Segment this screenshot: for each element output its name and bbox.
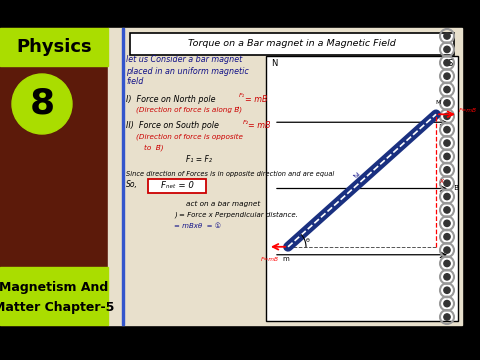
Circle shape	[444, 140, 450, 146]
Circle shape	[444, 260, 450, 267]
Text: F=mB: F=mB	[459, 108, 477, 113]
Text: I)  Force on North pole: I) Force on North pole	[126, 94, 216, 104]
Bar	[0, 28, 108, 325]
Circle shape	[444, 301, 450, 307]
Text: 8: 8	[29, 87, 55, 121]
Text: N: N	[271, 59, 277, 68]
Text: F₁: F₁	[239, 93, 245, 98]
Text: M: M	[435, 100, 441, 105]
Circle shape	[444, 314, 450, 320]
Circle shape	[444, 220, 450, 226]
Text: Matter Chapter-5: Matter Chapter-5	[0, 301, 115, 314]
Bar	[148, 179, 206, 193]
Text: m: m	[283, 256, 289, 262]
Text: Fₙₑₜ = 0: Fₙₑₜ = 0	[161, 181, 193, 190]
Text: to  B⃗): to B⃗)	[144, 144, 164, 152]
Circle shape	[444, 193, 450, 200]
Text: Since direction of Forces is in opposite direction and are equal: Since direction of Forces is in opposite…	[126, 171, 334, 177]
Text: (Direction of force is along B⃗): (Direction of force is along B⃗)	[136, 107, 242, 113]
Bar	[0, 28, 108, 66]
Text: So,: So,	[126, 180, 138, 189]
Text: Torque on a Bar magnet in a Magnetic Field: Torque on a Bar magnet in a Magnetic Fie…	[188, 40, 396, 49]
Text: F=mB: F=mB	[261, 257, 279, 262]
Circle shape	[444, 287, 450, 293]
Text: F₂: F₂	[243, 120, 249, 125]
Text: S: S	[448, 59, 453, 68]
Text: ) = Force x Perpendicular distance.: ) = Force x Perpendicular distance.	[174, 212, 298, 218]
Circle shape	[444, 86, 450, 93]
Circle shape	[444, 234, 450, 240]
Bar	[0, 267, 108, 325]
Bar	[266, 56, 458, 321]
Text: field: field	[126, 77, 144, 86]
Bar	[0, 325, 480, 360]
Circle shape	[444, 73, 450, 79]
Circle shape	[444, 274, 450, 280]
Text: (Direction of force is opposite: (Direction of force is opposite	[136, 134, 243, 140]
Circle shape	[444, 113, 450, 120]
Text: let us Consider a bar magnet: let us Consider a bar magnet	[126, 55, 242, 64]
Circle shape	[444, 100, 450, 106]
Circle shape	[12, 74, 72, 134]
Text: θ: θ	[306, 238, 310, 243]
Bar	[108, 28, 462, 325]
Bar	[122, 28, 124, 325]
Text: x: x	[439, 177, 443, 184]
Circle shape	[444, 46, 450, 53]
Text: Magnetism And: Magnetism And	[0, 281, 108, 294]
Text: placed in an uniform magnetic: placed in an uniform magnetic	[126, 67, 249, 76]
Text: Physics: Physics	[16, 38, 92, 56]
Text: = mB: = mB	[248, 122, 271, 130]
Text: = mB: = mB	[245, 94, 267, 104]
Circle shape	[444, 180, 450, 186]
Bar	[0, 0, 480, 28]
Circle shape	[444, 126, 450, 133]
Text: II)  Force on South pole: II) Force on South pole	[126, 122, 219, 130]
Text: act on a bar magnet: act on a bar magnet	[186, 201, 260, 207]
Circle shape	[444, 60, 450, 66]
Circle shape	[444, 167, 450, 173]
Circle shape	[444, 247, 450, 253]
Text: B⃗: B⃗	[452, 185, 459, 192]
Text: = mBxθ  = ①: = mBxθ = ①	[174, 223, 221, 229]
Text: 2l: 2l	[352, 171, 360, 180]
Text: F₁ = F₂: F₁ = F₂	[186, 154, 212, 163]
Circle shape	[444, 153, 450, 159]
Circle shape	[444, 207, 450, 213]
Circle shape	[444, 33, 450, 39]
Bar	[130, 33, 454, 55]
